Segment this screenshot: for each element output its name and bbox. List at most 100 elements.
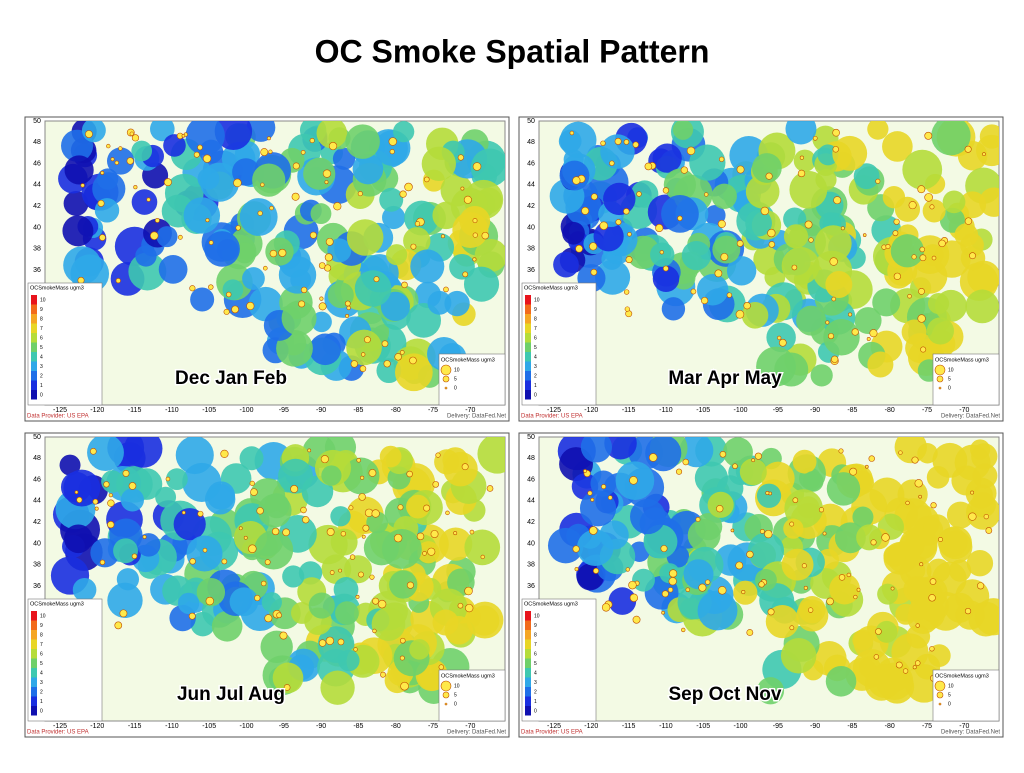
site-marker: [472, 232, 478, 238]
site-marker: [893, 272, 901, 280]
site-marker: [590, 268, 598, 276]
smoke-cell: [346, 219, 384, 256]
smoke-cell: [810, 364, 833, 387]
site-marker: [572, 176, 581, 185]
smoke-cell: [432, 609, 459, 636]
legend-swatch: [31, 696, 37, 706]
smoke-cell: [204, 231, 240, 267]
smoke-cell: [796, 599, 829, 632]
site-marker: [97, 199, 105, 207]
site-marker: [283, 684, 291, 691]
site-marker: [260, 580, 267, 587]
site-marker: [131, 553, 138, 560]
site-marker: [260, 148, 269, 156]
smoke-cell: [689, 144, 726, 181]
site-marker: [461, 463, 469, 471]
smoke-cell: [310, 203, 332, 225]
smoke-cell: [96, 168, 119, 190]
site-marker: [318, 302, 327, 311]
season-label: Jun Jul Aug: [177, 684, 285, 705]
site-marker: [181, 510, 186, 515]
site-marker: [423, 504, 431, 512]
smoke-cell: [177, 592, 200, 614]
size-swatch: [934, 680, 946, 692]
color-legend-value: 8: [534, 632, 537, 638]
smoke-cell: [829, 573, 860, 605]
smoke-cell: [124, 437, 163, 468]
smoke-cell: [309, 333, 341, 366]
site-marker: [599, 221, 609, 230]
site-marker: [717, 219, 726, 228]
smoke-cell: [379, 187, 404, 212]
lat-label: 36: [33, 267, 41, 274]
smoke-cell: [463, 266, 500, 302]
smoke-cell: [745, 209, 772, 237]
site-marker: [918, 287, 925, 295]
smoke-cell: [650, 242, 675, 267]
color-legend-box: [521, 598, 597, 722]
site-marker: [590, 497, 595, 502]
site-marker: [680, 166, 688, 174]
site-marker: [632, 141, 639, 148]
site-marker: [915, 623, 920, 628]
lon-label: -80: [391, 723, 401, 730]
color-legend-value: 7: [534, 326, 537, 332]
smoke-cell: [901, 319, 927, 345]
smoke-cell: [853, 163, 880, 190]
lon-label: -85: [353, 723, 363, 730]
size-legend-value: 5: [948, 376, 951, 382]
legend-swatch: [31, 658, 37, 668]
site-marker: [667, 587, 674, 593]
site-marker: [928, 594, 936, 602]
color-legend-value: 2: [40, 373, 43, 379]
delivery: Delivery: DataFed.Net: [447, 414, 506, 420]
site-marker: [193, 151, 200, 158]
site-marker: [223, 308, 230, 315]
site-marker: [765, 172, 773, 180]
site-marker: [589, 242, 598, 251]
site-marker: [929, 578, 937, 585]
delivery: Delivery: DataFed.Net: [941, 730, 1000, 736]
site-marker: [472, 162, 482, 171]
lat-label: 48: [527, 139, 535, 146]
site-marker: [99, 234, 106, 241]
site-marker: [730, 528, 735, 533]
site-marker: [328, 141, 338, 151]
site-marker: [789, 625, 795, 631]
smoke-cell: [242, 267, 265, 290]
lat-label: 40: [527, 224, 535, 231]
site-marker: [982, 152, 986, 156]
lon-label: -120: [90, 723, 104, 730]
smoke-cell: [959, 191, 987, 219]
smoke-cell: [261, 592, 282, 613]
smoke-cell: [630, 498, 666, 535]
smoke-cell: [832, 135, 868, 171]
site-marker: [714, 269, 723, 278]
site-marker: [885, 244, 891, 250]
smoke-cell: [604, 437, 637, 460]
smoke-cell: [970, 492, 996, 518]
smoke-cell: [756, 483, 782, 508]
legend-swatch: [31, 390, 37, 400]
season-label: Dec Jan Feb: [175, 368, 287, 389]
size-swatch: [444, 702, 448, 706]
legend-swatch: [31, 639, 37, 649]
legend-swatch: [525, 649, 531, 659]
site-marker: [695, 517, 701, 522]
smoke-cell: [580, 437, 612, 463]
color-legend-value: 0: [534, 708, 537, 714]
size-legend-value: 10: [454, 367, 460, 373]
site-marker: [208, 284, 214, 290]
lat-label: 46: [527, 476, 535, 483]
legend-swatch: [31, 687, 37, 697]
color-legend-value: 5: [534, 345, 537, 351]
site-marker: [864, 464, 869, 469]
site-marker: [818, 507, 825, 513]
site-marker: [279, 631, 288, 640]
lon-label: -125: [53, 407, 67, 414]
color-legend-value: 3: [40, 680, 43, 686]
smoke-cell: [579, 490, 617, 527]
site-marker: [881, 533, 890, 542]
site-marker: [628, 580, 637, 590]
lon-label: -85: [353, 407, 363, 414]
